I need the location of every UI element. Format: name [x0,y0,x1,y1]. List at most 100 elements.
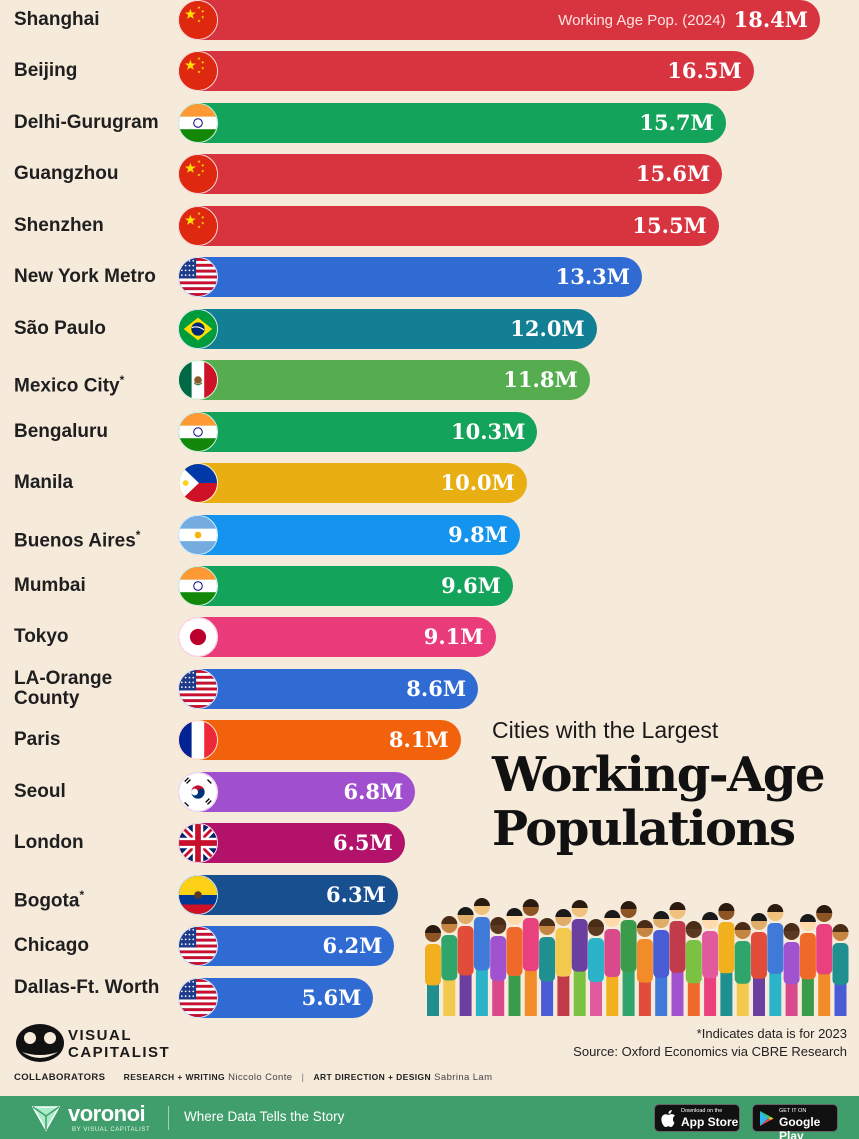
bar-value-text: 11.8M [503,367,578,393]
person-figure [457,907,474,1016]
voronoi-byline: BY VISUAL CAPITALIST [72,1127,151,1133]
appstore-big: App Store [681,1115,739,1129]
tagline: Where Data Tells the Story [184,1109,345,1124]
people-illustration [425,898,849,1016]
usa-flag-icon [178,257,218,298]
bar-value-label: 6.2M [323,926,383,966]
bar-value-label: 16.5M [667,51,741,91]
bar-value-label: 9.6M [441,566,501,606]
bar: 15.7M [178,102,726,143]
google-small: GET IT ON [779,1108,807,1114]
person-figure [799,914,816,1016]
bar-value-text: 9.8M [448,521,508,547]
bar-value-text: 18.4M [733,7,808,32]
footer-divider [168,1106,169,1130]
collaborators-heading: COLLABORATORS [14,1072,106,1083]
person-figure [522,899,539,1016]
person-figure [734,922,751,1016]
city-label: Delhi-Gurugram [14,111,159,133]
bar: 15.5M [178,205,719,246]
bar-chart: Shanghai Working Age Pop. (2024) 18.4M Beij… [14,0,820,1018]
city-label: Manila [14,472,74,494]
china-flag-icon [178,154,218,195]
person-figure [718,903,735,1016]
design-name: Sabrina Lam [434,1072,493,1083]
usa-flag-icon [178,926,218,967]
person-figure [620,901,637,1016]
person-figure [816,905,833,1016]
bar: 8.6M [178,668,479,709]
bar-value-text: 9.1M [423,624,484,650]
bar-value-text: 15.7M [639,109,714,135]
person-figure [571,900,588,1016]
appstore-small: Download on the [681,1108,723,1114]
bar-value-text: 13.3M [555,264,631,290]
city-label: Seoul [14,780,66,802]
bar-value-label: 11.8M [503,360,577,400]
city-label: Mumbai [14,574,86,596]
chart-title-line2: Working-Age Populations [492,747,826,857]
city-label: Beijing [14,60,78,82]
google-play-button[interactable]: GET IT ON Google Play [752,1104,838,1139]
bar: 15.6M [178,154,723,195]
bar-value-text: 6.3M [326,881,386,907]
bar-value-label: 12.0M [510,309,584,349]
person-figure [832,924,849,1016]
asterisk-mark: * [79,887,85,902]
india-flag-icon [178,411,218,452]
bar: 10.0M [178,463,527,504]
app-store-button[interactable]: Download on the App Store [654,1104,740,1132]
bar-value-label: 10.3M [451,412,525,452]
person-figure [555,909,572,1016]
footnote: *Indicates data is for 2023 [696,1026,847,1041]
bar-value-label: 15.6M [636,154,710,194]
person-figure [490,917,507,1016]
bar-value-text: 9.6M [441,572,501,598]
bar-value-text: 12.0M [510,315,585,341]
person-figure [702,912,719,1016]
bar-value-text: 6.2M [322,933,383,959]
china-flag-icon [178,51,218,92]
brazil-flag-icon [178,308,218,349]
voronoi-name[interactable]: voronoi [68,1101,146,1126]
bar-value-label: 15.5M [632,206,706,246]
bar-value-text: 10.0M [440,470,515,496]
bar: 13.3M [178,257,643,298]
city-label: Shanghai [14,9,100,30]
brand-line2: CAPITALIST [68,1044,171,1061]
series-note: Working Age Pop. (2024) [558,12,726,29]
city-label: London [14,832,84,854]
bar: 10.3M [178,411,538,452]
footer-bar: voronoi BY VISUAL CAPITALIST Where Data … [0,1096,859,1139]
person-figure [669,902,686,1016]
research-label: RESEARCH + WRITING [123,1072,226,1082]
city-label: Buenos Aires* [14,527,141,551]
usa-flag-icon [178,668,218,709]
collaborators: COLLABORATORS RESEARCH + WRITING Niccolo… [14,1072,492,1083]
asterisk-mark: * [119,373,125,388]
bar: 9.6M [178,565,513,606]
city-label: Mexico City* [14,373,125,397]
notes: *Indicates data is for 2023 Source: Oxfo… [573,1025,847,1061]
city-label: Shenzhen [14,214,104,236]
bar-value-text: 16.5M [667,58,742,84]
bar: Working Age Pop. (2024) 18.4M [178,0,820,40]
person-figure [751,913,767,1016]
google-big: Google Play [779,1115,821,1139]
france-flag-icon [178,720,218,761]
city-label: LA-Orange County [14,667,113,709]
person-figure [425,925,441,1016]
bar-value-text: 6.8M [343,778,404,804]
india-flag-icon [178,565,218,606]
person-figure [653,911,670,1016]
bar: 8.1M [178,720,461,761]
city-label: São Paulo [14,317,106,339]
asterisk-mark: * [135,527,141,542]
voronoi-logo-icon [31,1106,61,1132]
philippines-flag-icon [178,463,218,504]
japan-flag-icon [178,617,218,658]
bar-value-label: 6.5M [333,823,393,863]
bar-value-text: 8.6M [406,675,467,701]
google-play-icon [760,1111,774,1126]
bar-value-label: 9.1M [424,617,484,657]
